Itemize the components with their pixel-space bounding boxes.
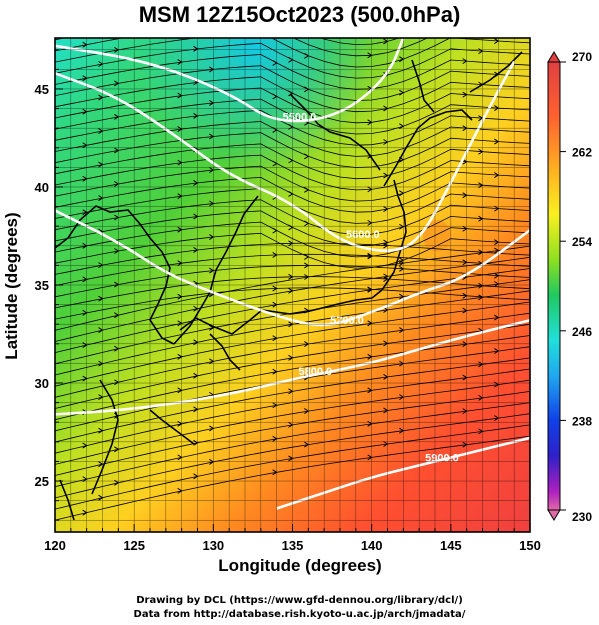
contour-line (276, 436, 530, 510)
credit-drawing: Drawing by DCL (https://www.gfd-dennou.o… (136, 595, 463, 606)
contour-label: 5800.0 (299, 366, 333, 378)
streamline-arrow (273, 27, 277, 32)
colorbar-tick-label: 262 (572, 146, 592, 160)
colorbar-tick-label: 238 (572, 414, 592, 428)
coastline-sakhalin (411, 59, 435, 113)
coastline-primorye (289, 93, 381, 171)
colorbar: 270 262 254 246 238 230 (547, 50, 592, 524)
coastline-taiwan (91, 379, 119, 495)
streamline-arrow (194, 13, 198, 18)
streamline-arrow (99, 28, 103, 33)
y-axis-ticks: 25 30 35 40 45 (35, 49, 63, 521)
credit-data: Data from http://database.rish.kyoto-u.a… (133, 609, 466, 620)
x-tick-label: 125 (123, 538, 145, 553)
x-axis-label: Longitude (degrees) (218, 556, 382, 575)
streamline-arrow (463, 25, 467, 30)
y-tick-label: 45 (35, 82, 49, 97)
x-axis-ticks: 120 125 130 135 140 145 150 (44, 524, 541, 553)
streamline-arrow (289, 24, 293, 29)
x-tick-label: 130 (202, 538, 224, 553)
coastline-kyushu (209, 333, 241, 371)
contour-label: 5900.0 (425, 452, 459, 464)
contour-line (55, 60, 516, 252)
colorbar-top-arrow (547, 51, 561, 63)
colorbar-tick-label: 246 (572, 325, 592, 339)
colorbar-bottom-arrow (547, 509, 561, 521)
x-tick-label: 150 (519, 538, 541, 553)
y-tick-label: 25 (35, 474, 49, 489)
contour-line (55, 209, 530, 327)
streamline-arrow (178, 26, 182, 31)
colorbar-scale (547, 61, 561, 511)
coastline-ryukyu (149, 409, 195, 445)
colorbar-tick-label: 270 (572, 50, 592, 64)
x-tick-label: 140 (361, 538, 383, 553)
contour-label: 5700.0 (330, 315, 364, 327)
y-tick-label: 40 (35, 180, 49, 195)
colorbar-tick-label: 230 (572, 510, 592, 524)
y-axis-label: Latitude (degrees) (2, 212, 21, 360)
contour-label: 5500.0 (283, 111, 317, 123)
warm-spot (423, 220, 451, 252)
coastline-hokkaido (383, 109, 473, 187)
coastline-japan (179, 179, 407, 335)
x-tick-label: 120 (44, 538, 66, 553)
contour-line (55, 319, 530, 416)
y-tick-label: 30 (35, 376, 49, 391)
coastline-kurils (469, 51, 523, 93)
contour-label: 5600.0 (346, 229, 380, 241)
grid (55, 38, 530, 532)
y-tick-label: 35 (35, 278, 49, 293)
coastlines (55, 51, 523, 521)
coastline-luzon (59, 479, 75, 521)
x-tick-label: 135 (282, 538, 304, 553)
colorbar-ticks: 270 262 254 246 238 230 (560, 50, 592, 524)
colorbar-tick-label: 254 (572, 235, 592, 249)
page-title: MSM 12Z15Oct2023 (500.0hPa) (138, 2, 461, 27)
x-tick-label: 145 (440, 538, 462, 553)
streamline-arrow (479, 15, 483, 20)
